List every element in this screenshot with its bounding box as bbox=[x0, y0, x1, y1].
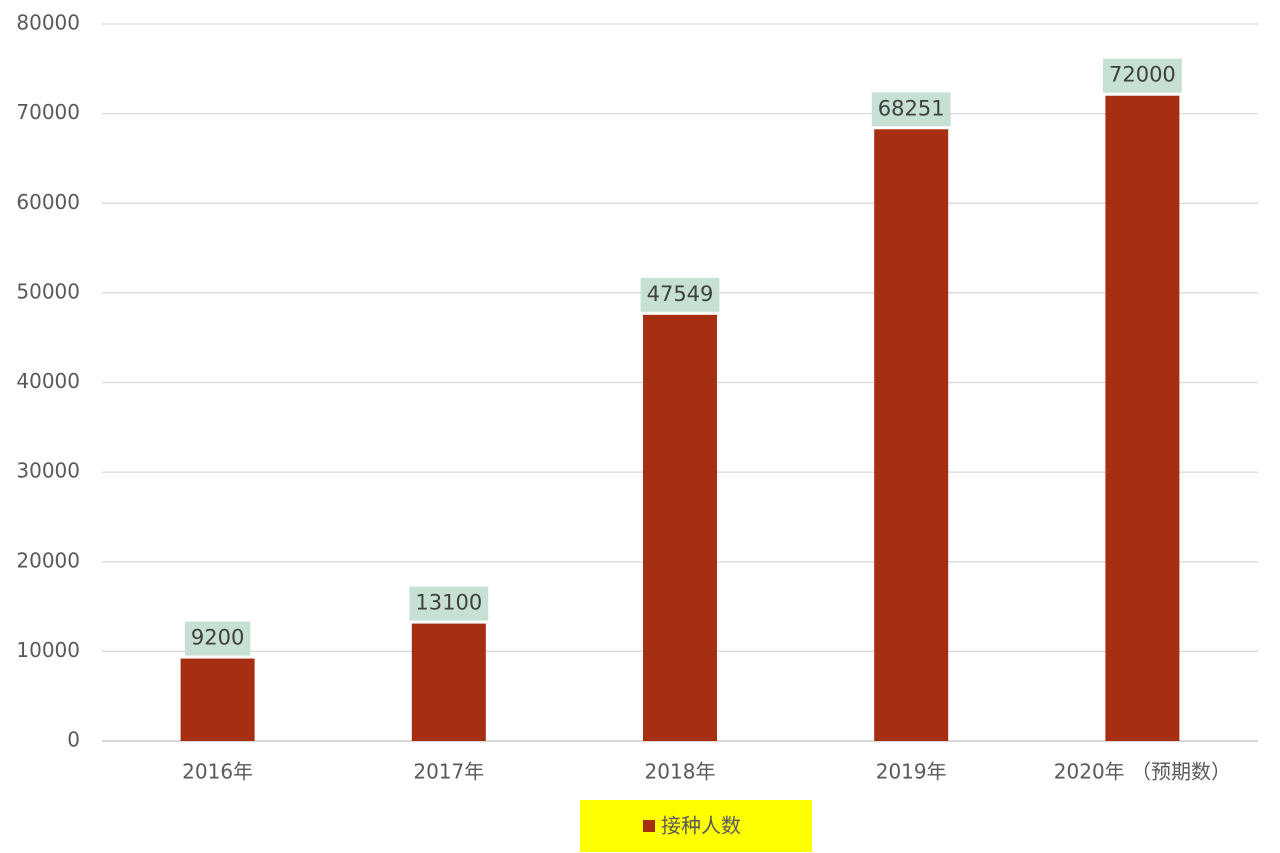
x-tick-label: 2019年 bbox=[876, 760, 947, 784]
legend-label: 接种人数 bbox=[661, 814, 741, 838]
x-tick-label: 2016年 bbox=[182, 760, 253, 784]
data-label: 72000 bbox=[1109, 63, 1176, 87]
x-tick-label: 2020年 （预期数） bbox=[1054, 760, 1231, 784]
y-tick-label: 50000 bbox=[16, 279, 80, 303]
y-tick-label: 10000 bbox=[16, 638, 80, 662]
data-label-background bbox=[1102, 58, 1182, 93]
bar bbox=[643, 314, 717, 741]
y-tick-label: 20000 bbox=[16, 548, 80, 572]
y-tick-label: 0 bbox=[67, 728, 80, 752]
y-tick-label: 60000 bbox=[16, 190, 80, 214]
data-label: 9200 bbox=[191, 626, 244, 650]
y-tick-label: 80000 bbox=[16, 11, 80, 35]
legend-marker bbox=[643, 820, 655, 832]
data-label: 68251 bbox=[878, 96, 945, 120]
y-tick-label: 40000 bbox=[16, 369, 80, 393]
x-tick-label: 2018年 bbox=[645, 760, 716, 784]
bar bbox=[411, 623, 486, 741]
y-tick-label: 30000 bbox=[16, 459, 80, 483]
data-label: 13100 bbox=[415, 591, 482, 615]
data-label-background bbox=[871, 92, 951, 127]
data-label-background bbox=[184, 621, 251, 656]
data-label-background bbox=[640, 277, 720, 312]
bar bbox=[180, 658, 255, 741]
data-label-background bbox=[409, 586, 489, 621]
data-label: 47549 bbox=[647, 282, 714, 306]
bar bbox=[874, 129, 949, 741]
y-tick-label: 70000 bbox=[16, 100, 80, 124]
x-tick-label: 2017年 bbox=[413, 760, 484, 784]
bar bbox=[1105, 95, 1180, 741]
legend-background bbox=[580, 800, 812, 852]
